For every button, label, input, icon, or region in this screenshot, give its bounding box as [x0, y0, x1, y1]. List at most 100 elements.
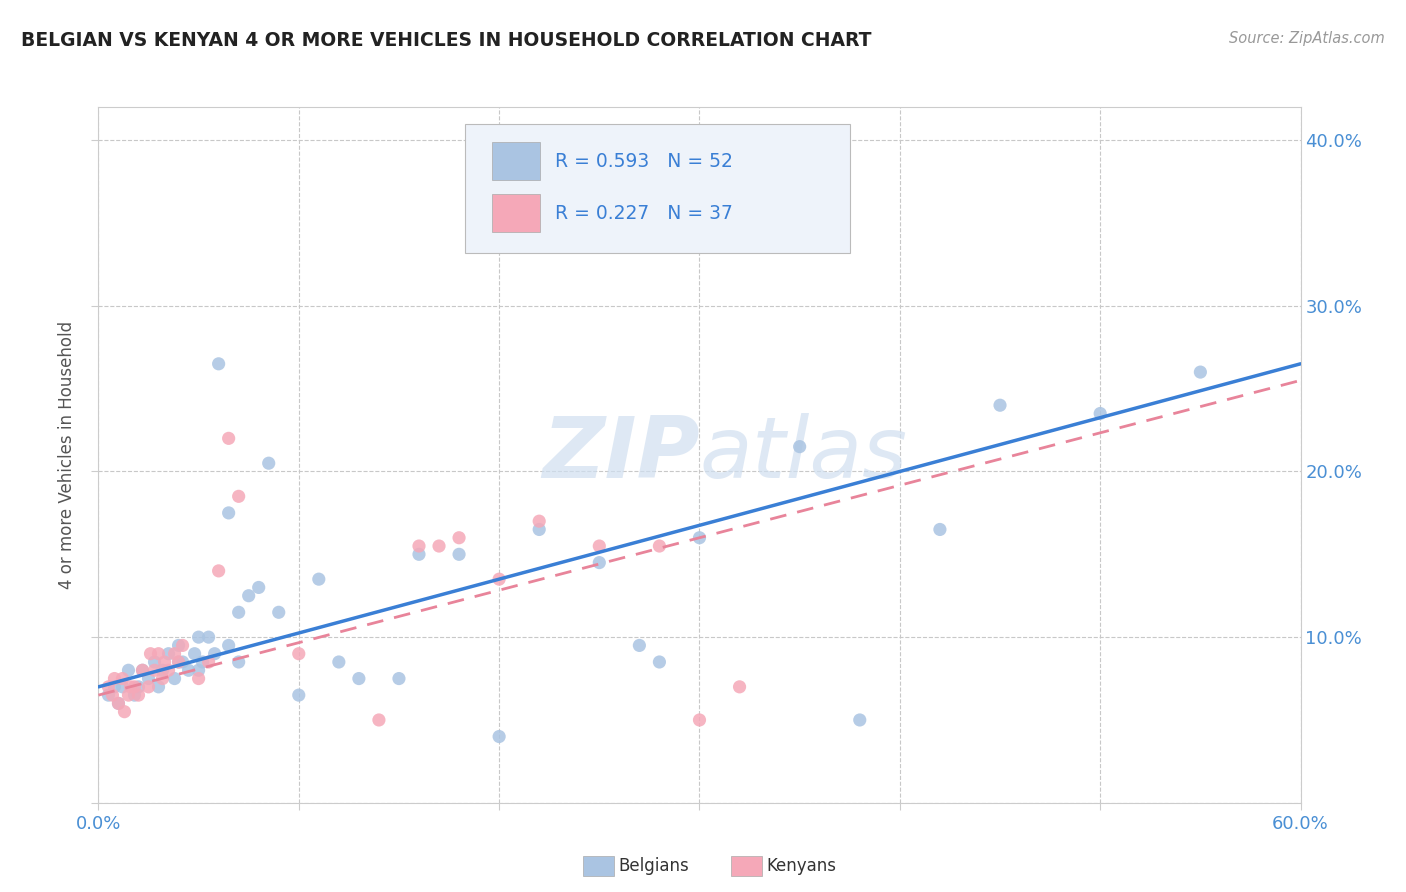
Text: R = 0.593   N = 52: R = 0.593 N = 52	[555, 152, 733, 170]
Point	[488, 572, 510, 586]
Point	[152, 663, 174, 677]
Point	[187, 663, 209, 677]
Point	[117, 688, 139, 702]
Text: atlas: atlas	[700, 413, 907, 497]
Point	[138, 672, 160, 686]
Point	[529, 523, 551, 537]
Point	[849, 713, 872, 727]
Point	[288, 688, 311, 702]
FancyBboxPatch shape	[492, 194, 540, 232]
Point	[111, 672, 134, 686]
Point	[218, 506, 240, 520]
Point	[218, 639, 240, 653]
Point	[167, 655, 190, 669]
Point	[148, 680, 170, 694]
Point	[157, 647, 180, 661]
Point	[427, 539, 450, 553]
Point	[148, 647, 170, 661]
Point	[124, 688, 146, 702]
Point	[143, 663, 166, 677]
Point	[120, 680, 142, 694]
Point	[114, 705, 136, 719]
Point	[529, 514, 551, 528]
Point	[267, 605, 290, 619]
Text: R = 0.227   N = 37: R = 0.227 N = 37	[555, 204, 733, 223]
Point	[228, 605, 250, 619]
Point	[183, 647, 205, 661]
Point	[163, 647, 186, 661]
Point	[408, 547, 430, 561]
Point	[131, 663, 153, 677]
Point	[929, 523, 952, 537]
Point	[197, 655, 219, 669]
Point	[97, 680, 120, 694]
Point	[247, 581, 270, 595]
Point	[197, 630, 219, 644]
Point	[124, 680, 146, 694]
Point	[187, 672, 209, 686]
Point	[167, 655, 190, 669]
FancyBboxPatch shape	[465, 124, 849, 253]
Point	[228, 489, 250, 503]
Point	[172, 639, 194, 653]
Point	[97, 688, 120, 702]
Point	[689, 531, 711, 545]
Point	[103, 672, 125, 686]
Point	[128, 680, 150, 694]
Point	[208, 564, 231, 578]
Point	[388, 672, 411, 686]
Point	[1088, 407, 1111, 421]
Text: Kenyans: Kenyans	[766, 857, 837, 875]
Point	[208, 357, 231, 371]
Point	[728, 680, 751, 694]
Point	[488, 730, 510, 744]
Point	[228, 655, 250, 669]
Point	[789, 440, 811, 454]
Point	[101, 688, 124, 702]
Point	[111, 680, 134, 694]
Y-axis label: 4 or more Vehicles in Household: 4 or more Vehicles in Household	[58, 321, 76, 589]
Text: BELGIAN VS KENYAN 4 OR MORE VEHICLES IN HOUSEHOLD CORRELATION CHART: BELGIAN VS KENYAN 4 OR MORE VEHICLES IN …	[21, 31, 872, 50]
Point	[187, 630, 209, 644]
Text: Belgians: Belgians	[619, 857, 689, 875]
Point	[131, 663, 153, 677]
Point	[172, 655, 194, 669]
Text: ZIP: ZIP	[541, 413, 700, 497]
Point	[368, 713, 391, 727]
Point	[177, 663, 200, 677]
Point	[157, 663, 180, 677]
Point	[167, 639, 190, 653]
Point	[408, 539, 430, 553]
Point	[139, 647, 162, 661]
Point	[238, 589, 260, 603]
Point	[103, 680, 125, 694]
Point	[988, 398, 1011, 412]
Point	[347, 672, 370, 686]
Point	[447, 531, 470, 545]
Point	[191, 655, 214, 669]
Text: Source: ZipAtlas.com: Source: ZipAtlas.com	[1229, 31, 1385, 46]
Point	[117, 663, 139, 677]
FancyBboxPatch shape	[492, 142, 540, 180]
Point	[288, 647, 311, 661]
Point	[1189, 365, 1212, 379]
Point	[143, 655, 166, 669]
Point	[588, 556, 610, 570]
Point	[128, 688, 150, 702]
Point	[308, 572, 330, 586]
Point	[204, 647, 226, 661]
Point	[218, 431, 240, 445]
Point	[328, 655, 350, 669]
Point	[648, 539, 671, 553]
Point	[153, 655, 176, 669]
Point	[163, 672, 186, 686]
Point	[447, 547, 470, 561]
Point	[628, 639, 651, 653]
Point	[152, 672, 174, 686]
Point	[689, 713, 711, 727]
Point	[107, 697, 129, 711]
Point	[138, 680, 160, 694]
Point	[257, 456, 280, 470]
Point	[107, 697, 129, 711]
Point	[648, 655, 671, 669]
